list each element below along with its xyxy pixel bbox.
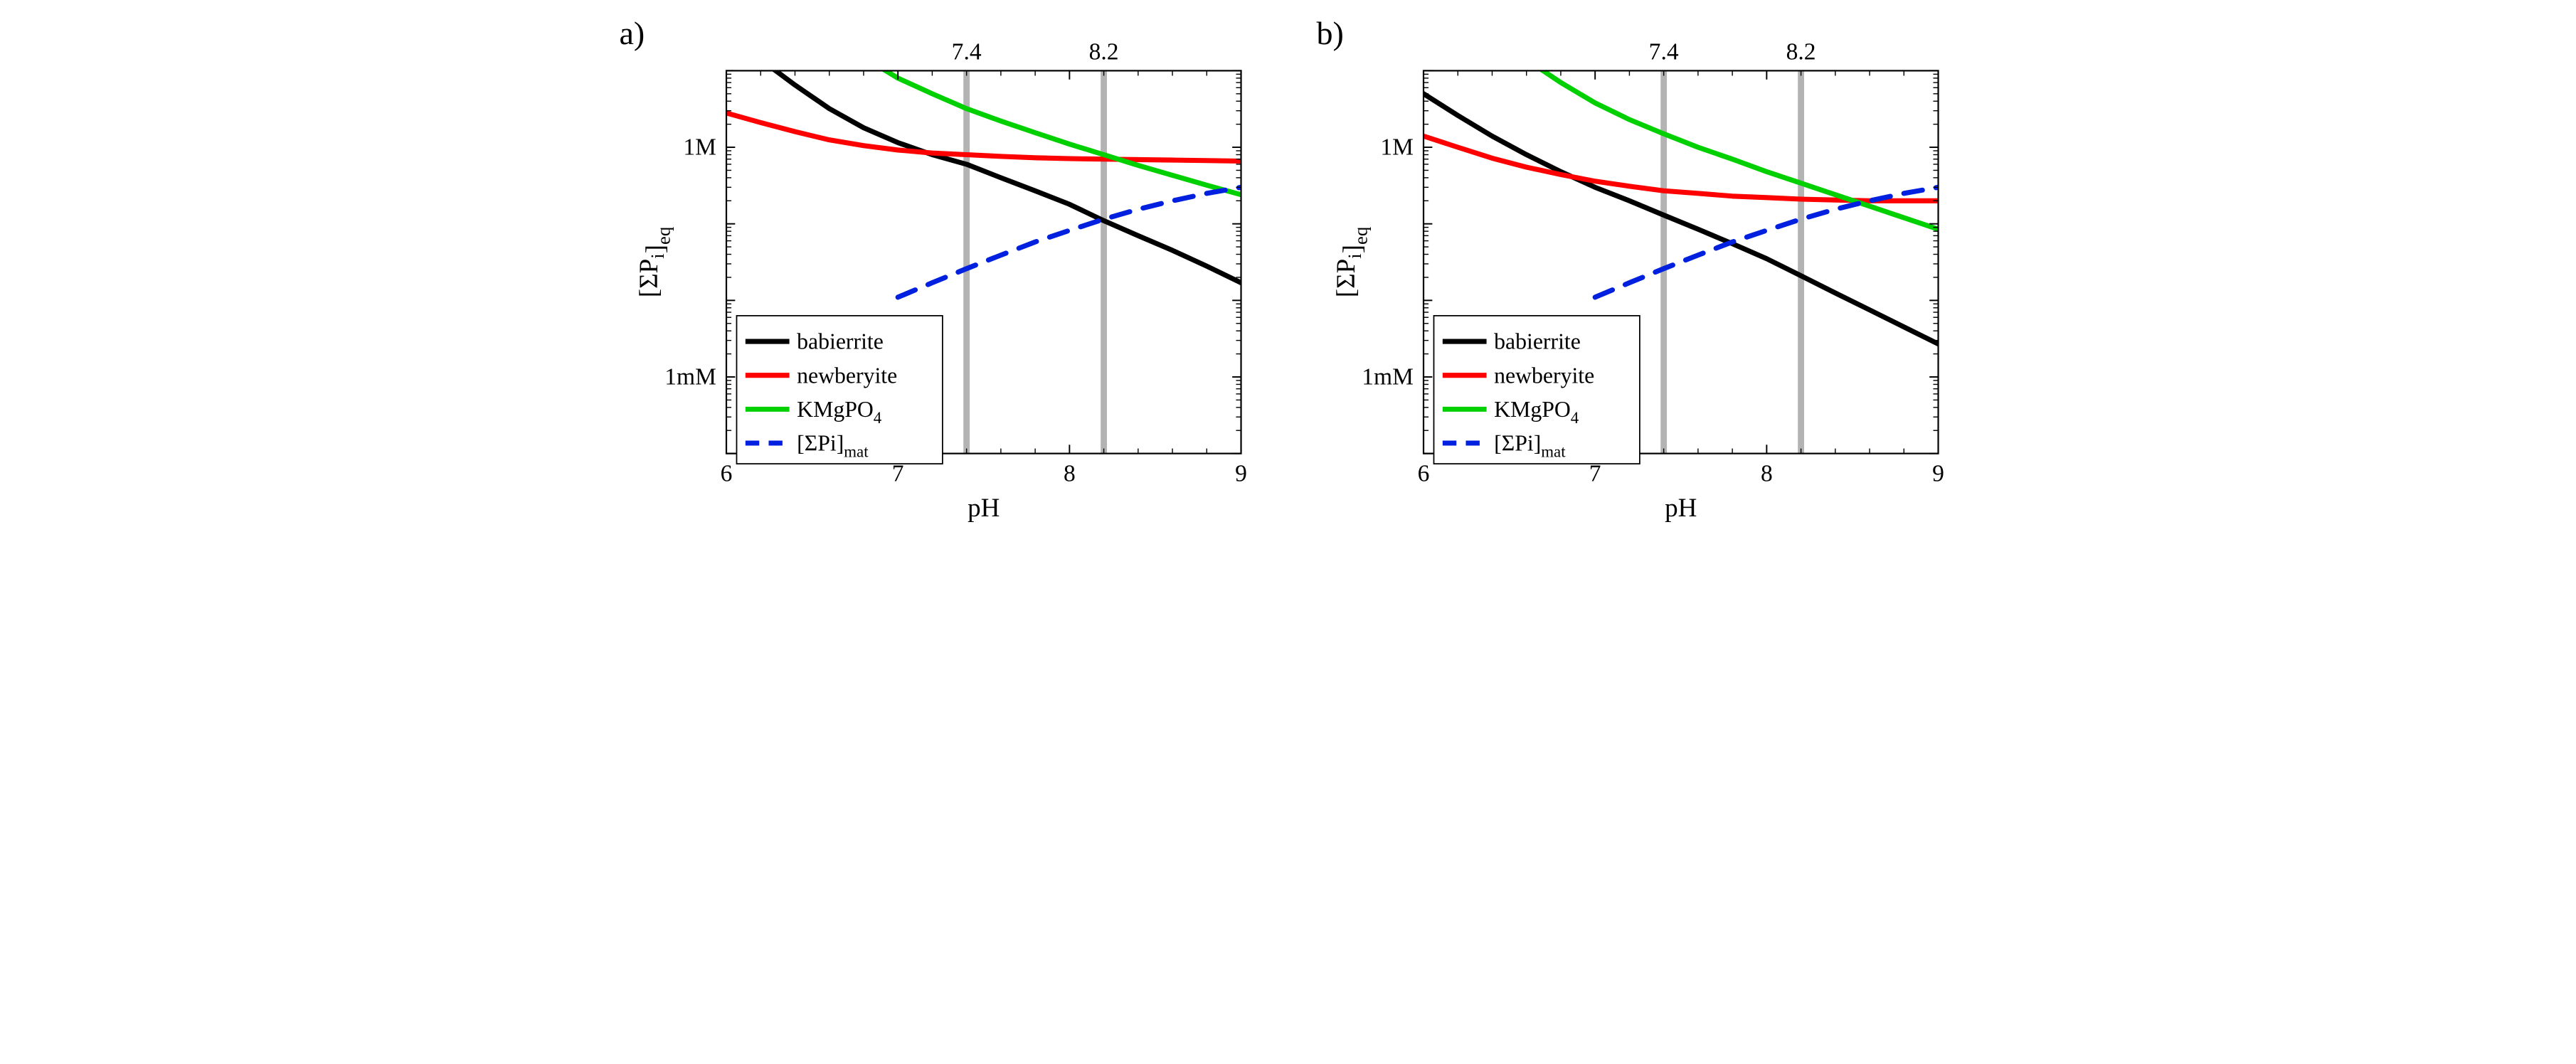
legend-label-newberyite: newberyite [797, 363, 897, 388]
legend-label-babierrite: babierrite [1494, 329, 1581, 354]
svg-text:8.2: 8.2 [1786, 39, 1816, 65]
series-newberyite [1424, 136, 1939, 201]
legend: babierritenewberyiteKMgPO4[ΣPi]mat [1433, 316, 1639, 464]
svg-text:6: 6 [1417, 460, 1429, 486]
svg-text:1mM: 1mM [1362, 364, 1414, 390]
svg-text:6: 6 [720, 460, 732, 486]
svg-text:9: 9 [1932, 460, 1944, 486]
series-babierrite [1424, 94, 1939, 344]
series-KMgPO4 [829, 34, 1241, 195]
svg-text:1M: 1M [1380, 134, 1414, 161]
svg-text:9: 9 [1235, 460, 1247, 486]
svg-text:7: 7 [1589, 460, 1601, 486]
svg-text:8: 8 [1063, 460, 1075, 486]
legend-label-newberyite: newberyite [1494, 363, 1594, 388]
svg-text:7.4: 7.4 [1648, 39, 1678, 65]
svg-text:7: 7 [891, 460, 903, 486]
svg-text:8: 8 [1760, 460, 1772, 486]
svg-text:[ΣPi]eq: [ΣPi]eq [1331, 227, 1371, 297]
panel-b-plot: 6 7 8 9 7.4 8.2 pH 1M 1mM [ΣPi]eq babierrite newber… [1317, 14, 1957, 529]
panel-b-label: b) [1317, 14, 1344, 52]
svg-text:8.2: 8.2 [1088, 39, 1118, 65]
legend-label-babierrite: babierrite [797, 329, 884, 354]
panel-a: a) 6 7 8 9 7.4 8.2 pH 1M 1mM [ΣPi]eq babierrite new… [620, 14, 1260, 529]
svg-text:pH: pH [1665, 494, 1697, 523]
series-SigmaPi_mat [1595, 187, 1938, 297]
series-newberyite [726, 113, 1241, 161]
panel-b: b) 6 7 8 9 7.4 8.2 pH 1M 1mM [ΣPi]eq babierrite new… [1317, 14, 1957, 529]
svg-text:[ΣPi]eq: [ΣPi]eq [634, 227, 674, 297]
figure-panels: a) 6 7 8 9 7.4 8.2 pH 1M 1mM [ΣPi]eq babierrite new… [0, 0, 2576, 558]
svg-text:1mM: 1mM [664, 364, 716, 390]
svg-text:pH: pH [968, 494, 1000, 523]
svg-text:1M: 1M [683, 134, 716, 161]
panel-a-label: a) [620, 14, 645, 52]
svg-text:7.4: 7.4 [951, 39, 981, 65]
legend: babierritenewberyiteKMgPO4[ΣPi]mat [736, 316, 942, 464]
panel-a-plot: 6 7 8 9 7.4 8.2 pH 1M 1mM [ΣPi]eq babierrite newber… [620, 14, 1260, 529]
